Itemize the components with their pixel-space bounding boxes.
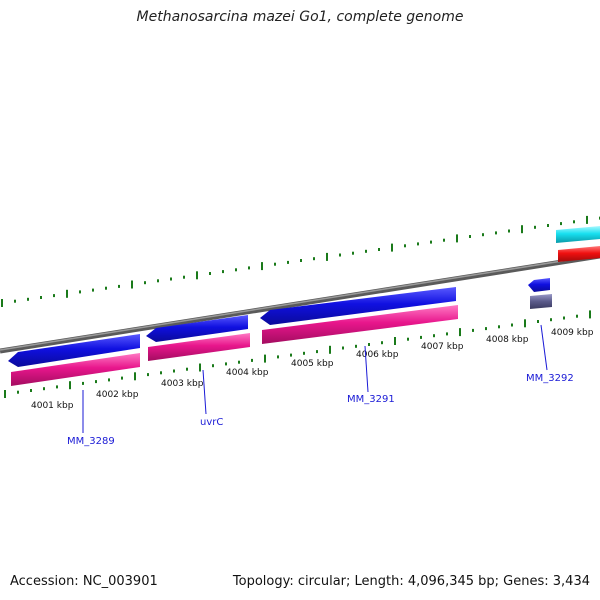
gene-feature[interactable] <box>262 305 458 344</box>
cds-feature[interactable] <box>528 278 550 292</box>
leader-line <box>364 345 369 393</box>
leader-line <box>540 324 548 371</box>
gene-label[interactable]: MM_3291 <box>347 394 395 405</box>
cds-feature[interactable] <box>8 334 140 367</box>
ruler-labels: 4001 kbp 4002 kbp 4003 kbp 4004 kbp 4005… <box>31 328 594 411</box>
gene-label[interactable]: MM_3292 <box>526 373 574 384</box>
gene-labels: MM_3289 uvrC MM_3291 MM_3292 <box>67 373 574 447</box>
ruler-label: 4006 kbp <box>356 350 399 360</box>
ruler-label: 4003 kbp <box>161 379 204 389</box>
gene-feature[interactable] <box>148 333 250 361</box>
ruler-label: 4004 kbp <box>226 368 269 378</box>
outer-tick-ruler <box>1 215 600 307</box>
leader-line <box>202 369 207 415</box>
gene-feature[interactable] <box>558 246 600 262</box>
gene-feature[interactable] <box>530 294 552 309</box>
gene-label[interactable]: MM_3289 <box>67 436 115 447</box>
ruler-label: 4007 kbp <box>421 342 464 352</box>
ruler-label: 4009 kbp <box>551 328 594 338</box>
gene-feature[interactable] <box>11 353 140 386</box>
cds-feature[interactable] <box>556 226 600 243</box>
ruler-label: 4001 kbp <box>31 401 74 411</box>
page-title: Methanosarcina mazei Go1, complete genom… <box>136 9 464 25</box>
genome-stats-text: Topology: circular; Length: 4,096,345 bp… <box>232 574 590 589</box>
ruler-label: 4008 kbp <box>486 335 529 345</box>
cds-feature[interactable] <box>260 287 456 325</box>
inner-tick-ruler <box>4 310 591 398</box>
gene-label[interactable]: uvrC <box>200 417 223 428</box>
accession-text: Accession: NC_003901 <box>10 574 158 589</box>
genome-backbone <box>0 253 600 354</box>
cds-feature[interactable] <box>146 315 248 342</box>
ruler-label: 4005 kbp <box>291 359 334 369</box>
ruler-label: 4002 kbp <box>96 390 139 400</box>
label-leaders <box>82 324 548 433</box>
